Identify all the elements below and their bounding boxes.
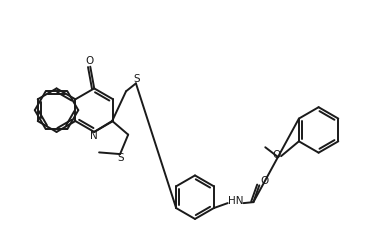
- Text: N: N: [90, 131, 98, 141]
- Text: O: O: [85, 56, 94, 66]
- Text: S: S: [133, 74, 140, 85]
- Text: O: O: [272, 150, 280, 160]
- Text: O: O: [260, 176, 268, 186]
- Text: S: S: [118, 153, 125, 163]
- Text: HN: HN: [228, 196, 243, 206]
